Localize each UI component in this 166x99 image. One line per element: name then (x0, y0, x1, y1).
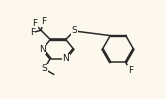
Text: F: F (32, 19, 37, 28)
Text: S: S (41, 64, 47, 73)
Text: S: S (71, 27, 77, 35)
Text: N: N (39, 44, 46, 53)
Text: F: F (128, 66, 133, 75)
Text: F: F (30, 28, 35, 37)
Text: N: N (62, 54, 69, 63)
Text: F: F (41, 17, 46, 26)
